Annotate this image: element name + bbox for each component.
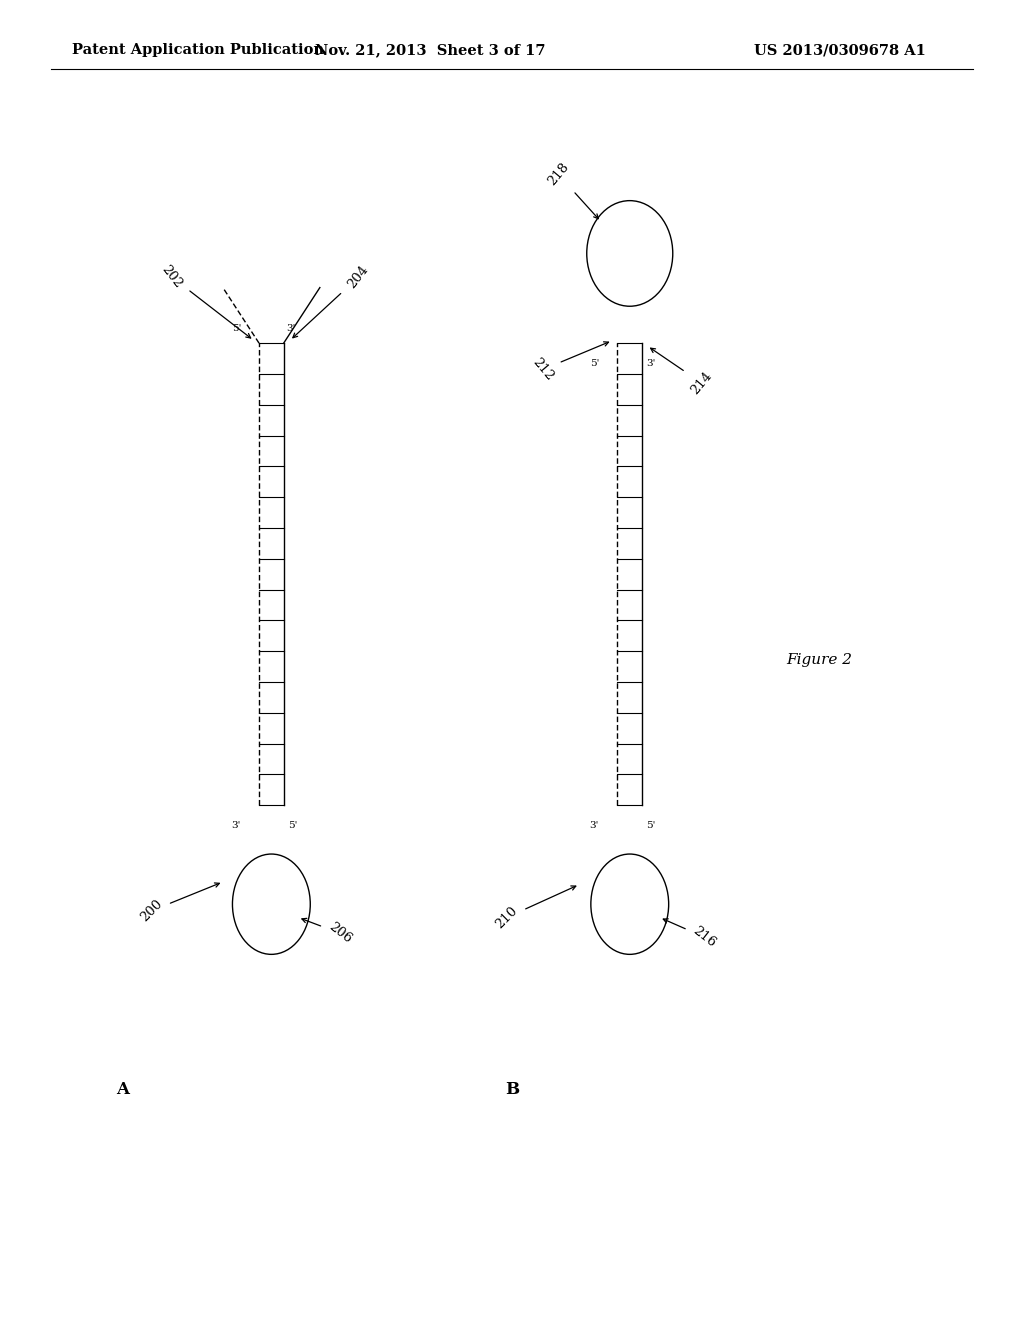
Text: 3': 3' [287,323,296,333]
Text: 3': 3' [231,821,241,830]
Text: 5': 5' [646,821,655,830]
Text: 210: 210 [494,886,575,931]
Text: 200: 200 [138,883,219,924]
Text: 3': 3' [590,821,599,830]
Text: 3': 3' [646,359,655,368]
Text: 212: 212 [529,342,608,383]
Text: 204: 204 [293,263,372,338]
Text: 214: 214 [650,348,715,396]
Text: 5': 5' [232,323,242,333]
Text: A: A [117,1081,129,1097]
Text: 216: 216 [664,919,719,950]
Text: 202: 202 [159,263,251,338]
Text: 206: 206 [302,919,354,946]
Text: 218: 218 [545,161,598,219]
Text: Figure 2: Figure 2 [786,653,852,667]
Text: Nov. 21, 2013  Sheet 3 of 17: Nov. 21, 2013 Sheet 3 of 17 [314,44,546,57]
Text: 5': 5' [590,359,599,368]
Text: B: B [505,1081,519,1097]
Text: Patent Application Publication: Patent Application Publication [72,44,324,57]
Text: US 2013/0309678 A1: US 2013/0309678 A1 [754,44,926,57]
Text: 5': 5' [288,821,297,830]
